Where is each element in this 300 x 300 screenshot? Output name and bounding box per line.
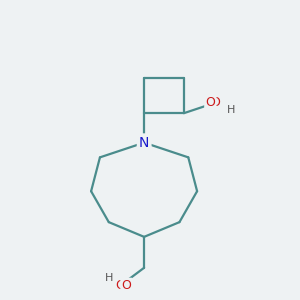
Text: O: O [122, 279, 131, 292]
Text: N: N [139, 136, 149, 150]
Text: O: O [116, 279, 125, 292]
Text: H: H [227, 105, 235, 115]
Text: O: O [206, 96, 215, 110]
Text: O: O [210, 96, 220, 110]
Text: H: H [105, 273, 113, 283]
Text: N: N [139, 136, 149, 150]
